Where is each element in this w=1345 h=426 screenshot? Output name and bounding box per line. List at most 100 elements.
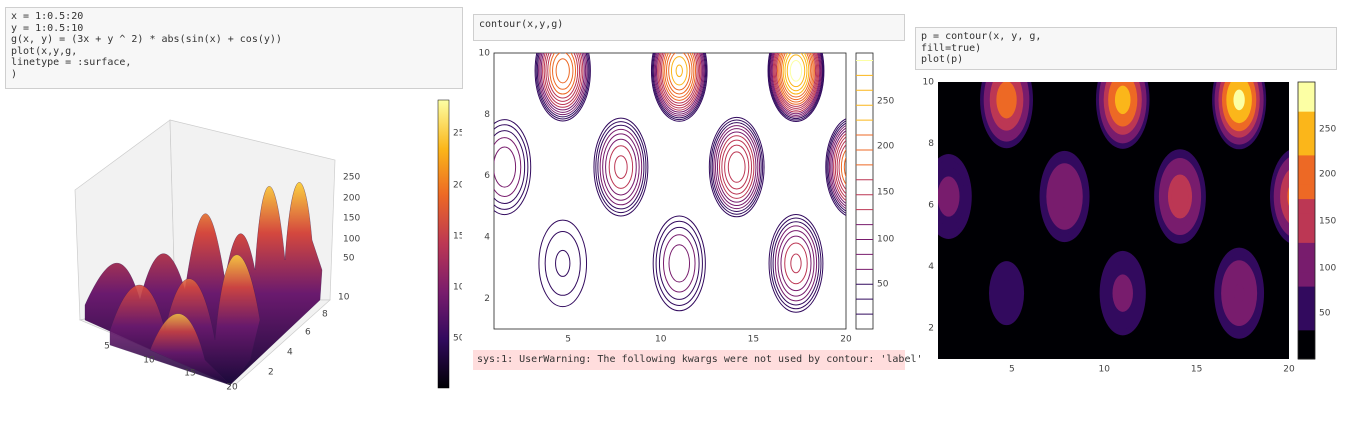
code-line: linetype = :surface, (11, 57, 132, 68)
contour (552, 53, 574, 90)
y-tick-label: 4 (928, 262, 934, 272)
code-line: contour(x,y,g) (479, 19, 564, 30)
contour (547, 53, 579, 99)
contour (659, 53, 699, 107)
colorbar-tick-label: 200 (1319, 170, 1336, 180)
contour (999, 280, 1014, 307)
contour (538, 219, 588, 308)
contour (1112, 274, 1133, 312)
contour (727, 151, 746, 183)
contour (650, 53, 708, 122)
contour (536, 53, 589, 118)
colorbar (855, 52, 874, 330)
contour (825, 118, 846, 216)
contour (494, 146, 517, 188)
z-tick-label: 150 (343, 214, 360, 224)
z-tick-label: 100 (343, 235, 360, 245)
contour (778, 53, 814, 103)
contour (718, 135, 755, 199)
contour (772, 221, 820, 306)
contour (608, 145, 634, 189)
code-cell[interactable]: p = contour(x, y, g, fill=true) plot(p) (915, 27, 1337, 70)
contour (828, 125, 846, 210)
contour (605, 138, 637, 196)
y-tick-label: 8 (484, 110, 490, 120)
y-tick-label: 6 (484, 171, 490, 181)
contour-lines (494, 53, 846, 313)
colorbar-band (1298, 111, 1315, 127)
code-line: p = contour(x, y, g, (921, 31, 1042, 42)
colorbar-band (1298, 213, 1315, 229)
contour (657, 53, 702, 111)
contour (534, 53, 591, 122)
contour (670, 56, 688, 86)
colorbar-band (1298, 227, 1315, 243)
contour (782, 53, 810, 95)
contour (651, 53, 707, 121)
colorbar-tick-label: 150 (453, 232, 470, 242)
colorbar-band (1298, 140, 1315, 156)
contour (494, 124, 529, 210)
contour (539, 53, 587, 113)
contour (658, 53, 701, 109)
x-tick-label: 20 (840, 335, 852, 345)
colorbar-tick-label: 250 (1319, 125, 1336, 135)
x-tick-label: 5 (565, 335, 571, 345)
contour (713, 125, 761, 210)
colorbar-tick-label: 50 (877, 280, 889, 290)
contour (655, 220, 703, 306)
contour (535, 53, 590, 120)
contour (836, 139, 846, 195)
contour (658, 226, 700, 300)
contour (555, 249, 571, 277)
y-tick-label: 6 (305, 328, 311, 338)
y-tick-label: 2 (484, 294, 490, 304)
contour (777, 230, 815, 297)
colorbar-tick-label: 250 (877, 97, 894, 107)
contour (771, 53, 821, 115)
z-tick-label: 200 (343, 194, 360, 204)
x-tick-label: 10 (655, 335, 667, 345)
contour (555, 58, 570, 84)
warning-output: sys:1: UserWarning: The following kwargs… (473, 350, 923, 370)
contour (549, 53, 577, 95)
contour (789, 59, 803, 82)
contour (779, 53, 813, 101)
contour (777, 53, 815, 105)
y-tick-label: 10 (479, 49, 491, 59)
x-tick-label: 10 (1099, 365, 1111, 375)
contour (544, 230, 581, 296)
colorbar-band (1298, 184, 1315, 200)
contour (662, 234, 696, 293)
contour (710, 119, 764, 215)
contour (668, 53, 691, 91)
colorbar-band (1298, 300, 1315, 316)
contour (542, 53, 584, 108)
colorbar-tick-label: 100 (1319, 264, 1336, 274)
x-tick-label: 10 (143, 356, 155, 366)
colorbar-band (1298, 315, 1315, 331)
contour (780, 235, 812, 292)
contour (711, 122, 762, 212)
x-tick-label: 15 (1191, 365, 1202, 375)
code-cell[interactable]: contour(x,y,g) (473, 14, 905, 41)
colorbar-band (1298, 286, 1315, 302)
code-line: fill=true) (921, 42, 982, 54)
colorbar-band (1298, 82, 1315, 98)
contour (826, 120, 846, 214)
x-tick-label: 20 (226, 383, 238, 393)
contour (831, 130, 846, 204)
y-tick-label: 8 (928, 139, 934, 149)
contour (652, 215, 706, 312)
contour (843, 156, 846, 178)
z-tick-label: 50 (343, 254, 355, 264)
contour (1233, 89, 1245, 111)
contour (602, 133, 640, 201)
contour (661, 53, 698, 104)
code-cell[interactable]: x = 1:0.5:20 y = 1:0.5:10 g(x, y) = (3x + … (5, 7, 463, 89)
colorbar-band (1298, 125, 1315, 141)
contour (774, 225, 818, 302)
contour (1058, 185, 1071, 208)
